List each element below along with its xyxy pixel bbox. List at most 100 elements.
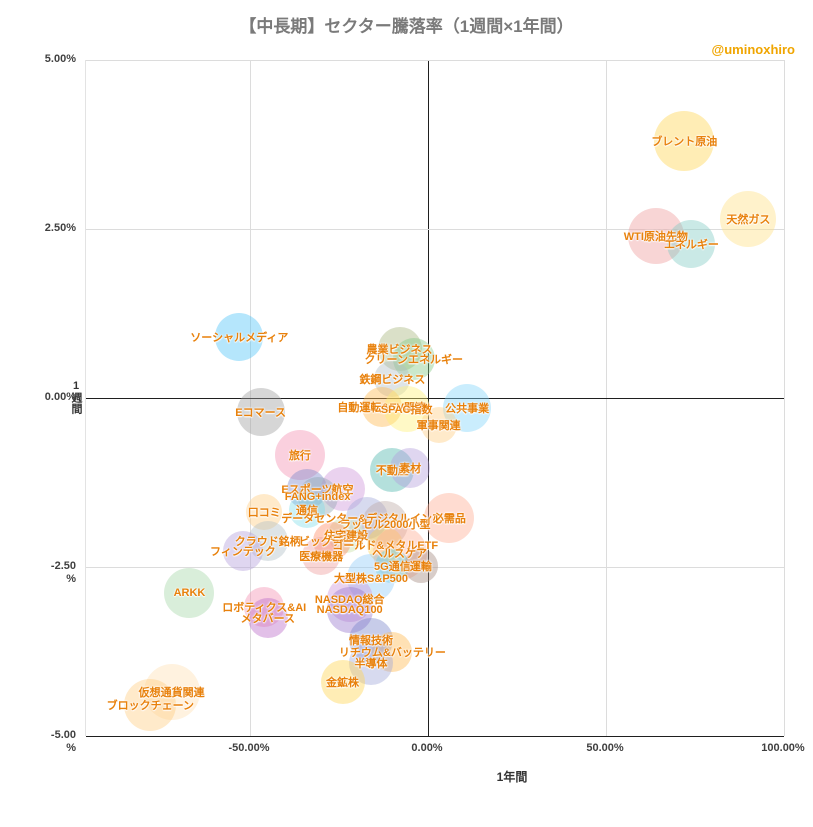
chart-bubble [247, 597, 288, 638]
chart-bubble [654, 111, 715, 172]
bubble-label: 航空 [331, 484, 354, 497]
chart-bubble [302, 537, 341, 576]
y-axis-title: 1週間 [70, 380, 82, 414]
bubble-label: SPAC指数 [380, 403, 433, 416]
chart-bubble [222, 530, 263, 571]
plot-area: ブレント原油 天然ガス WTI原油先物 エネルギー ソーシャルメディア 農業ビジネス クリー… [85, 60, 785, 737]
bubble-label: 大型株S&P500 [334, 572, 409, 585]
chart-bubble [362, 500, 409, 547]
x-axis-title: 1年間 [496, 770, 528, 784]
y-tick-label: -5.00 % [50, 729, 76, 754]
chart-bubble [297, 476, 338, 517]
chart-bubble [246, 494, 283, 531]
y-tick-label: 5.00% [44, 53, 76, 65]
chart-bubble [627, 207, 684, 264]
bubble-label: リチウム&バッテリー [338, 647, 446, 660]
chart-bubble [349, 640, 394, 685]
bubble-label: データセンター&デジタルインフラ [281, 513, 454, 526]
gridline-horizontal [86, 398, 784, 399]
bubble-label: NASDAQ総合 [314, 593, 385, 606]
bubble-label: 医療機器 [299, 551, 344, 564]
bubble-label: 自動運転&EV関連 [337, 401, 427, 414]
bubble-label: 情報技術 [349, 635, 394, 647]
bubble-label: ヘルスケア [372, 547, 428, 560]
bubble-label: 不動産 [375, 465, 409, 478]
bubble-label: ブレント原油 [651, 136, 718, 149]
bubble-label: Eコマース [235, 406, 287, 419]
y-tick-label: -2.50 % [50, 560, 76, 585]
bubble-label: 半導体 [354, 657, 388, 670]
bubble-label: 農業ビジネス [366, 344, 433, 357]
chart-bubble [274, 429, 325, 480]
chart-bubble [326, 587, 373, 634]
chart-bubble [143, 664, 200, 721]
chart-bubble [374, 361, 411, 398]
chart-bubble [403, 549, 438, 584]
x-tick-label: -50.00% [228, 742, 270, 754]
chart-bubble [236, 387, 285, 436]
chart-bubble [443, 384, 492, 433]
bubble-label: 天然ガス [726, 213, 771, 226]
chart-bubble [347, 553, 396, 602]
chart-bubble [392, 337, 435, 380]
bubble-label: 素材 [399, 463, 422, 476]
chart-bubble [326, 575, 373, 622]
chart-bubble [367, 526, 404, 563]
chart-bubble [720, 190, 777, 247]
chart-bubble [215, 313, 264, 362]
bubble-label: Eスポーツ [281, 484, 333, 497]
gridline-horizontal [86, 60, 784, 61]
x-tick-label: 100.00% [761, 742, 805, 754]
bubble-label: NASDAQ100 [316, 604, 383, 617]
bubble-label: ARKK [173, 586, 206, 599]
chart-bubble [312, 522, 351, 561]
bubble-label: 仮想通貨関連 [138, 687, 205, 700]
bubble-label: FANG+index [284, 490, 351, 503]
chart-bubble [667, 219, 716, 268]
bubble-label: 公共事業 [445, 403, 490, 416]
chart-bubble [375, 549, 410, 584]
chart-bubble [372, 525, 427, 580]
bubble-label: 通信 [295, 505, 318, 518]
chart-bubble [164, 567, 215, 618]
gridline-horizontal [86, 567, 784, 568]
bubble-label: 旅行 [288, 449, 311, 462]
bubble-label: メタバース [240, 612, 296, 625]
bubble-label: ロボティクス&AI [222, 601, 307, 614]
chart-bubble [370, 448, 415, 493]
chart-title: 【中長期】セクター騰落率（1週間×1年間） [239, 17, 574, 36]
chart-bubble [372, 632, 413, 673]
chart-bubble [377, 327, 422, 372]
bubble-label: クリーンエネルギー [364, 353, 463, 366]
gridline-vertical [784, 60, 785, 736]
chart-bubble [320, 467, 365, 512]
bubble-label: 必需品 [432, 513, 466, 526]
chart-bubble [361, 386, 402, 427]
chart-bubble [124, 678, 177, 731]
y-tick-label: 2.50% [44, 222, 76, 234]
chart-bubble [349, 618, 394, 662]
bubble-label: 軍事関連 [416, 420, 461, 433]
bubble-label: ソーシャルメディア [190, 332, 289, 345]
bubble-label: 鉄鋼ビジネス [359, 374, 426, 387]
chart-bubble [390, 448, 431, 489]
chart-bubble [420, 407, 457, 444]
chart-bubble [424, 493, 475, 544]
watermark-handle: @uminoxhiro [711, 42, 795, 57]
bubble-label: WTI原油先物 [623, 230, 688, 243]
chart-bubble [320, 659, 365, 704]
bubble-label: 運輸 [409, 561, 432, 574]
chart-bubble [247, 521, 288, 562]
bubble-label: 5G通信 [374, 561, 411, 574]
bubble-label: ビッグデータ [298, 536, 365, 549]
gridline-horizontal [86, 736, 784, 737]
bubble-label: 口コミ [247, 507, 281, 520]
bubble-label: ラッセル2000小型 [340, 518, 431, 531]
chart-bubble [328, 517, 365, 554]
bubble-label: ゴールド&メタルETF [332, 539, 439, 552]
y-tick-label: 0.00% [44, 391, 76, 403]
bubble-label: クラウド銘柄 [234, 536, 301, 549]
chart-bubble [288, 492, 325, 529]
x-tick-label: 50.00% [586, 742, 624, 754]
